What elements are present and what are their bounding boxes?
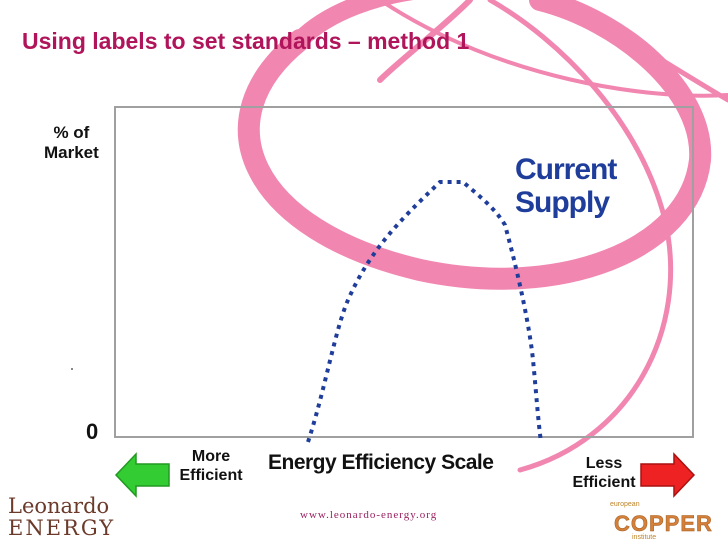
- logo-right-bottom-text: institute: [632, 534, 657, 541]
- x-axis-left-label-line2: Efficient: [179, 467, 243, 484]
- arrow-left-icon: [114, 452, 170, 498]
- european-copper-institute-logo: european COPPER institute: [604, 500, 720, 541]
- y-axis-zero: 0: [86, 419, 99, 444]
- footer-url: www.leonardo-energy.org: [300, 509, 438, 521]
- leonardo-energy-logo: Leonardo ENERGY: [8, 495, 115, 539]
- chart-plot-area: [114, 106, 694, 438]
- x-axis-left-label-line1: More: [191, 448, 231, 465]
- y-axis-label: % of Market: [44, 123, 99, 163]
- y-axis-label-line1: % of: [53, 123, 90, 142]
- logo-right-top-text: european: [610, 501, 640, 508]
- x-axis-right-label-line2: Efficient: [572, 474, 636, 491]
- logo-right-word: COPPER: [614, 511, 713, 537]
- logo-left-line2: ENERGY: [8, 516, 116, 540]
- logo-left-line1: Leonardo: [8, 494, 110, 518]
- x-axis-label: Energy Efficiency Scale: [268, 451, 494, 474]
- slide-title: Using labels to set standards – method 1: [22, 28, 470, 54]
- x-axis-left-label: More Efficient: [172, 447, 250, 485]
- stray-dot: [71, 368, 73, 370]
- x-axis-right-label: Less Efficient: [566, 454, 642, 492]
- y-axis-label-line2: Market: [44, 143, 99, 162]
- series-label-line2: Supply: [515, 186, 610, 219]
- arrow-right-icon: [640, 452, 696, 498]
- x-axis-right-label-line1: Less: [585, 455, 623, 472]
- series-label-current-supply: Current Supply: [515, 153, 617, 219]
- series-label-line1: Current: [515, 153, 617, 186]
